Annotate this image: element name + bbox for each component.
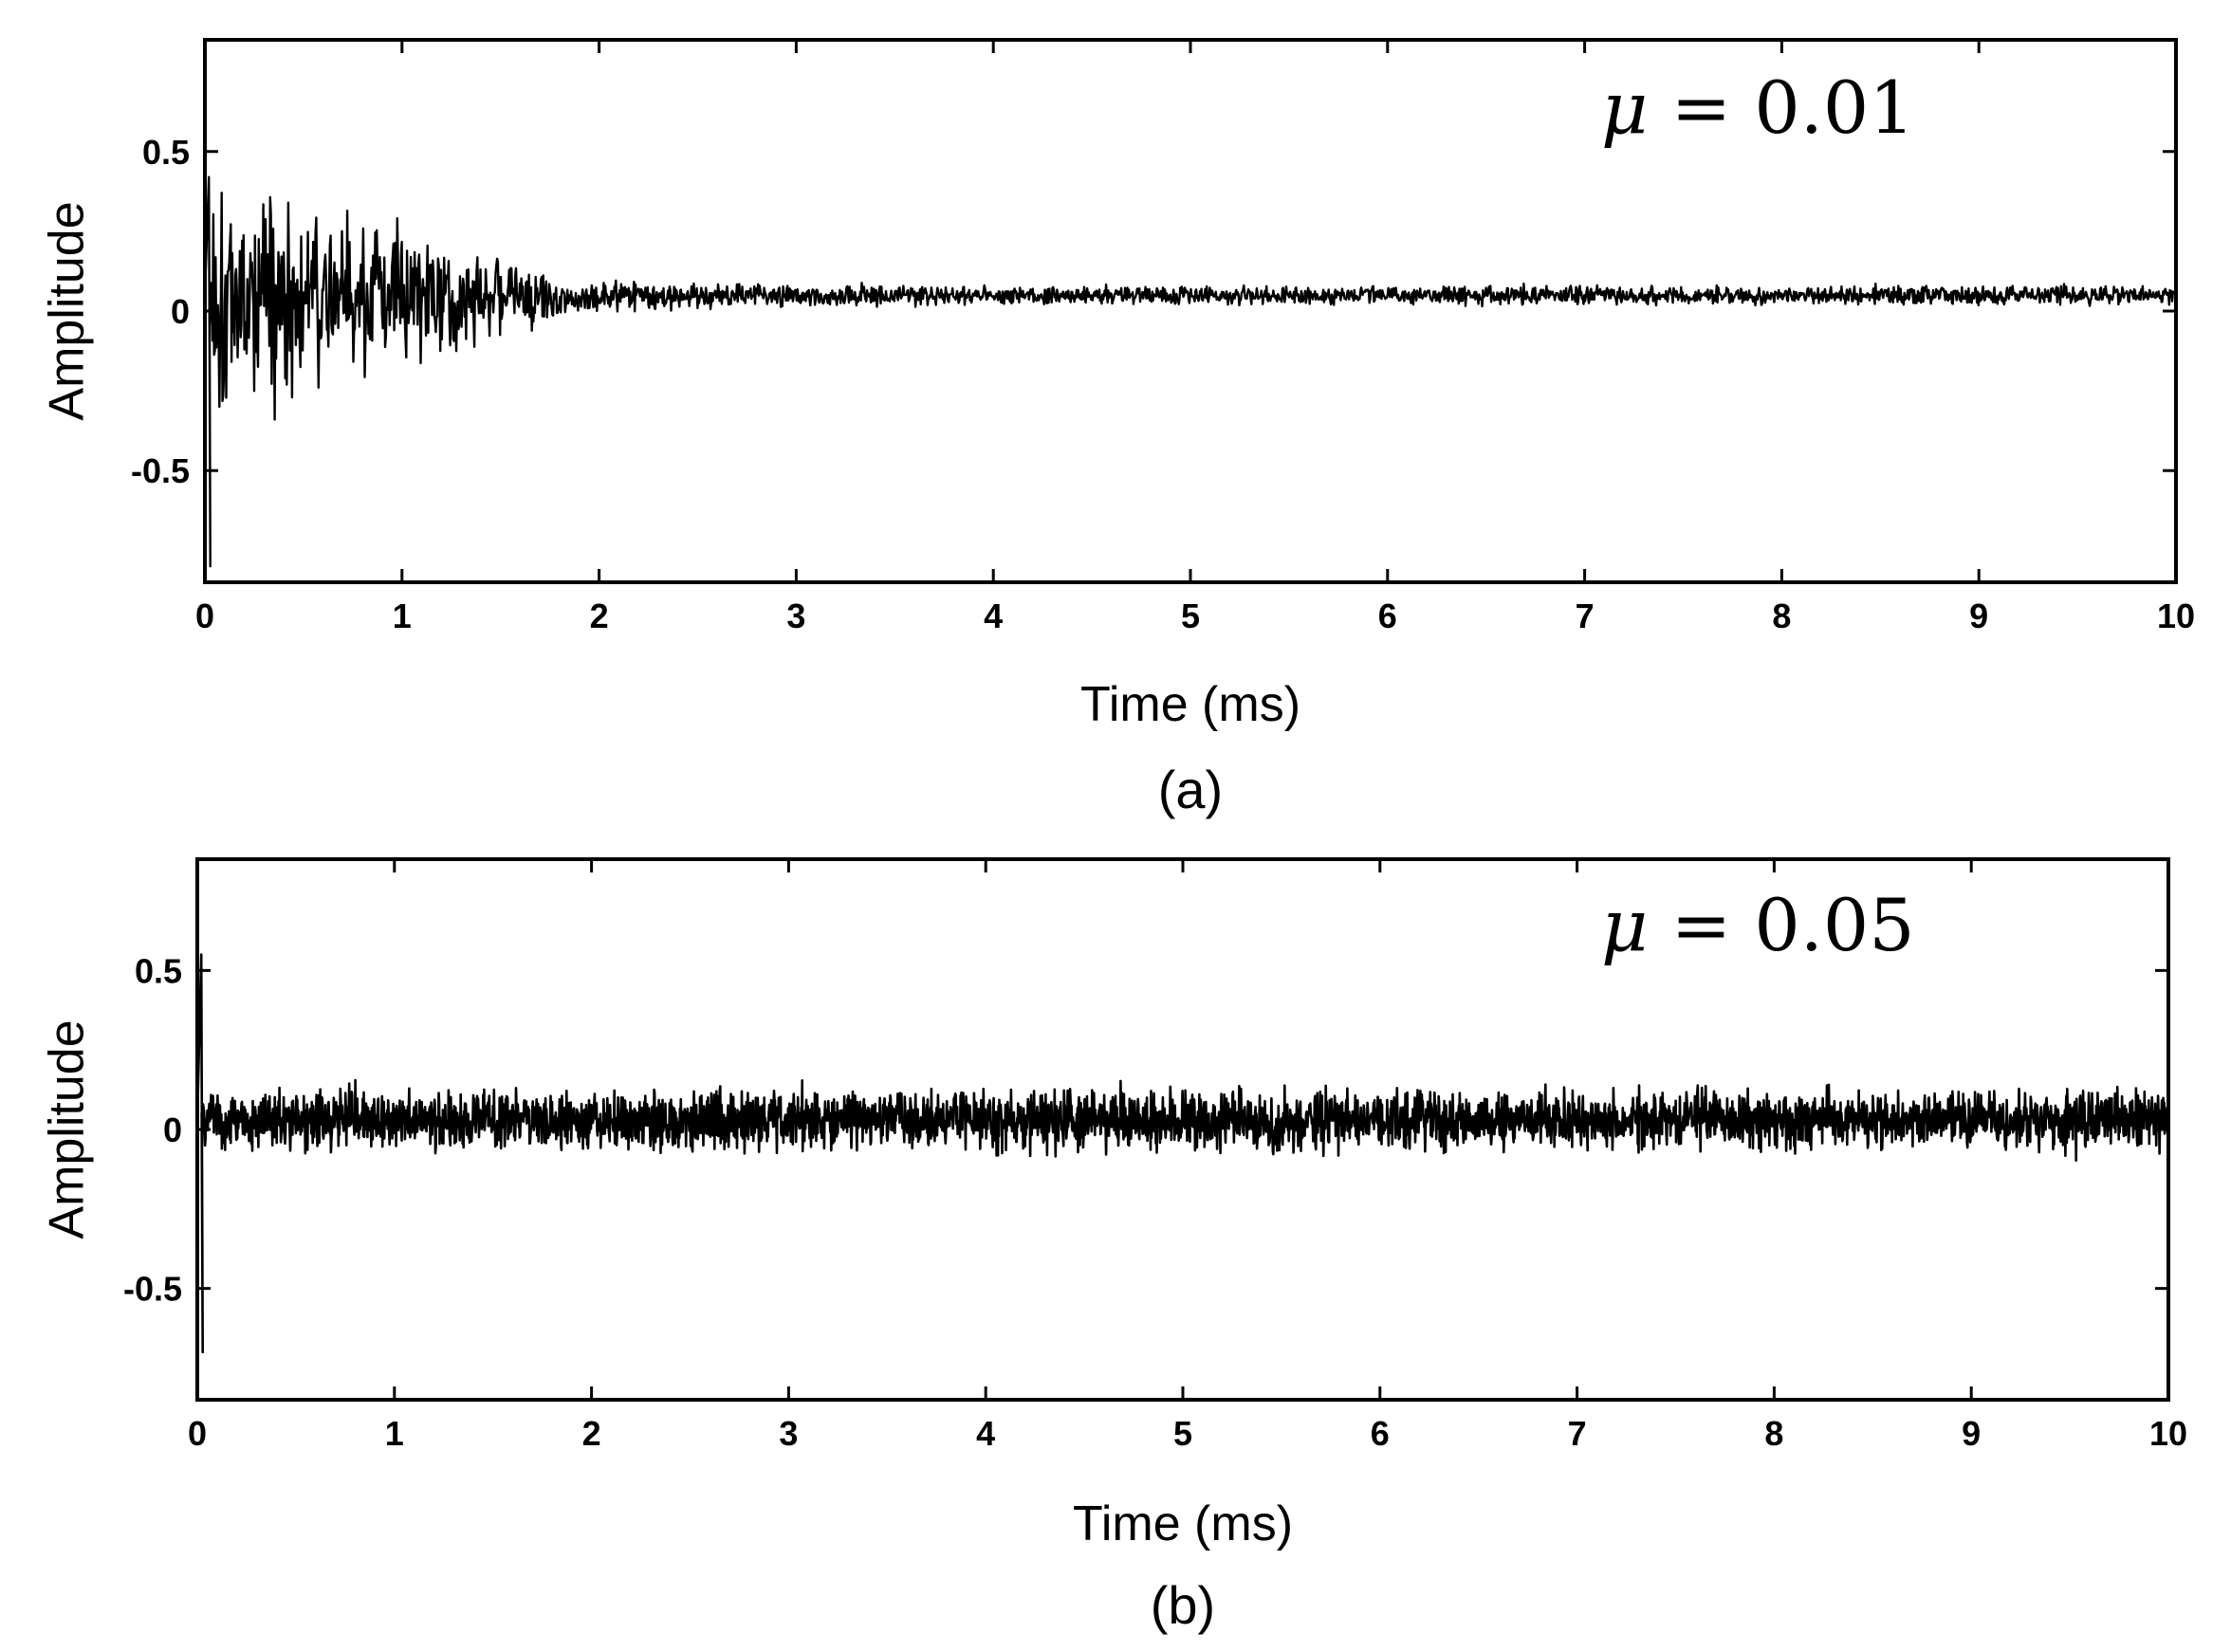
y-axis-label: Amplitude	[40, 1019, 95, 1239]
y-tick-label: -0.5	[123, 1270, 182, 1309]
panel-label: (a)	[1158, 760, 1223, 819]
x-tick-label: 4	[984, 597, 1003, 635]
y-tick-labels: 0.5 0 -0.5	[123, 951, 182, 1308]
x-tick-label: 8	[1764, 1414, 1783, 1453]
y-tick-label: -0.5	[131, 451, 190, 490]
chart-panel-a: 0 1 2 3 4 5 6 7 8 9 10 0.5 0 -0.5 μ = 0.01 Time (ms)…	[40, 38, 2195, 819]
x-tick-label: 2	[590, 597, 609, 635]
x-tick-label: 4	[976, 1414, 995, 1453]
x-tick-label: 5	[1181, 597, 1200, 635]
x-tick-label: 0	[188, 1414, 207, 1453]
panel-label: (b)	[1151, 1575, 1215, 1635]
x-axis-label: Time (ms)	[1080, 677, 1300, 732]
mu-annotation: μ = 0.01	[1601, 65, 1915, 150]
axis-ticks	[195, 859, 2170, 1400]
x-tick-label: 8	[1772, 597, 1791, 635]
x-tick-label: 3	[786, 597, 805, 635]
signal-line	[195, 953, 2170, 1353]
mu-value: = 0.01	[1648, 65, 1914, 150]
y-tick-label: 0.5	[142, 133, 190, 172]
x-tick-label: 9	[1969, 597, 1988, 635]
mu-symbol: μ	[1601, 883, 1648, 967]
mu-symbol: μ	[1601, 65, 1648, 150]
x-tick-labels: 0 1 2 3 4 5 6 7 8 9 10	[188, 1414, 2187, 1453]
signal-line	[203, 175, 2177, 568]
x-tick-label: 6	[1378, 597, 1397, 635]
mu-annotation: μ = 0.05	[1601, 883, 1915, 967]
x-tick-labels: 0 1 2 3 4 5 6 7 8 9 10	[195, 597, 2195, 635]
x-tick-label: 10	[2157, 597, 2195, 635]
x-tick-label: 3	[779, 1414, 798, 1453]
chart-panel-b: 0 1 2 3 4 5 6 7 8 9 10 0.5 0 -0.5 μ = 0.05 Time (ms)…	[40, 857, 2187, 1635]
y-tick-labels: 0.5 0 -0.5	[131, 133, 190, 490]
x-tick-label: 6	[1371, 1414, 1390, 1453]
y-tick-label: 0	[171, 292, 190, 331]
x-axis-label: Time (ms)	[1073, 1496, 1293, 1551]
x-tick-label: 0	[195, 597, 214, 635]
x-tick-label: 7	[1568, 1414, 1587, 1453]
x-tick-label: 10	[2149, 1414, 2187, 1453]
x-tick-label: 1	[393, 597, 412, 635]
x-tick-label: 2	[582, 1414, 601, 1453]
y-tick-label: 0.5	[135, 951, 182, 990]
x-tick-label: 7	[1576, 597, 1595, 635]
y-tick-label: 0	[163, 1111, 182, 1149]
y-axis-label: Amplitude	[40, 201, 95, 420]
mu-value: = 0.05	[1648, 883, 1914, 967]
x-tick-label: 9	[1962, 1414, 1981, 1453]
x-tick-label: 5	[1173, 1414, 1192, 1453]
x-tick-label: 1	[385, 1414, 404, 1453]
axis-ticks	[203, 40, 2178, 582]
